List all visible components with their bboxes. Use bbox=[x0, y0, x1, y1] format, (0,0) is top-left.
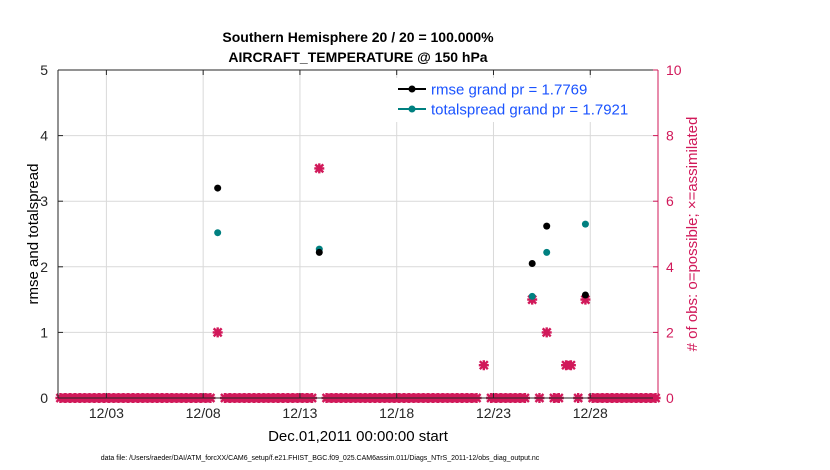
x-tick-label: 12/08 bbox=[186, 405, 221, 421]
y-tick-left-label: 3 bbox=[40, 193, 48, 209]
x-tick-label: 12/13 bbox=[282, 405, 317, 421]
rmse-point bbox=[528, 260, 536, 268]
y-tick-right-label: 10 bbox=[666, 62, 682, 78]
legend-spread-marker bbox=[408, 105, 416, 113]
legend-box bbox=[392, 78, 648, 122]
y-tick-left-label: 1 bbox=[40, 324, 48, 340]
y-tick-left-label: 2 bbox=[40, 259, 48, 275]
y-tick-right-label: 2 bbox=[666, 324, 674, 340]
legend-rmse-marker bbox=[408, 85, 416, 93]
data-file-footnote: data file: /Users/raeder/DAI/ATM_forcXX/… bbox=[101, 455, 540, 462]
obs-assimilated-marker bbox=[541, 327, 552, 338]
obs-assimilated-marker bbox=[314, 163, 325, 174]
y-tick-left-label: 0 bbox=[40, 390, 48, 406]
x-tick-label: 12/03 bbox=[89, 405, 124, 421]
y-tick-left-label: 4 bbox=[40, 128, 48, 144]
obs-assimilated-marker bbox=[580, 294, 591, 305]
x-tick-label: 12/18 bbox=[379, 405, 414, 421]
totalspread-point bbox=[214, 229, 222, 237]
y-axis-left-label: rmse and totalspread bbox=[25, 164, 42, 305]
axes: 12/03 12/08 12/13 12/18 12/23 12/28 0 1 2 3 4 5 0 2 4 6… bbox=[40, 62, 682, 421]
y-tick-right-label: 8 bbox=[666, 128, 674, 144]
y-axis-right-label: # of obs: o=possible; ×=assimilated bbox=[684, 117, 701, 352]
data-marks bbox=[55, 163, 661, 403]
rmse-point bbox=[543, 222, 551, 230]
legend: rmse grand pr = 1.7769 totalspread grand… bbox=[392, 78, 648, 122]
totalspread-point bbox=[581, 220, 589, 228]
y-tick-left-label: 5 bbox=[40, 62, 48, 78]
x-axis-label: Dec.01,2011 00:00:00 start bbox=[268, 428, 449, 445]
totalspread-point bbox=[528, 292, 536, 300]
y-tick-right-label: 0 bbox=[666, 390, 674, 406]
y-tick-right-label: 6 bbox=[666, 193, 674, 209]
chart-title-line1: Southern Hemisphere 20 / 20 = 100.000% bbox=[222, 29, 494, 45]
totalspread-point bbox=[543, 248, 551, 256]
chart-title-line2: AIRCRAFT_TEMPERATURE @ 150 hPa bbox=[228, 49, 487, 65]
x-tick-label: 12/23 bbox=[476, 405, 511, 421]
obs-assimilated-marker bbox=[212, 327, 223, 338]
obs-assimilated-marker bbox=[565, 360, 576, 371]
obs-assimilated-marker bbox=[478, 360, 489, 371]
rmse-point bbox=[315, 248, 323, 256]
y-tick-right-label: 4 bbox=[666, 259, 674, 275]
legend-rmse-label: rmse grand pr = 1.7769 bbox=[431, 82, 587, 99]
rmse-point bbox=[581, 291, 589, 299]
rmse-point bbox=[214, 184, 222, 192]
x-tick-label: 12/28 bbox=[573, 405, 608, 421]
legend-spread-label: totalspread grand pr = 1.7921 bbox=[431, 102, 628, 119]
